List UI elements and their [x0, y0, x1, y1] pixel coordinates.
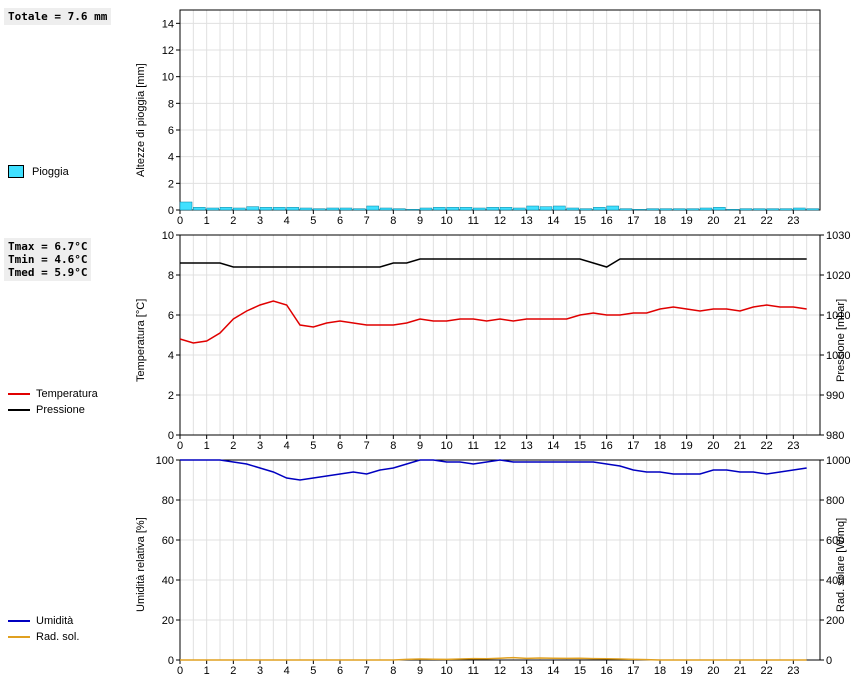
svg-text:8: 8	[390, 665, 396, 677]
chart1-ylabel: Altezze di pioggia [mm]	[135, 50, 147, 190]
svg-text:19: 19	[681, 665, 693, 677]
svg-text:14: 14	[547, 665, 559, 677]
weather-charts-container: { "summary": { "total_rain": "Totale = 7…	[0, 0, 860, 690]
chart3-ylabel-right: Rad. solare [W/mq]	[835, 500, 847, 630]
svg-text:11: 11	[468, 665, 479, 677]
svg-text:13: 13	[521, 665, 533, 677]
svg-text:100: 100	[156, 455, 174, 467]
svg-text:20: 20	[707, 665, 719, 677]
svg-text:9: 9	[417, 665, 423, 677]
svg-text:18: 18	[654, 665, 666, 677]
svg-text:2: 2	[230, 665, 236, 677]
svg-text:16: 16	[601, 665, 613, 677]
svg-text:60: 60	[162, 535, 174, 547]
svg-text:1000: 1000	[826, 455, 850, 467]
svg-text:40: 40	[162, 575, 174, 587]
svg-text:20: 20	[162, 615, 174, 627]
chart3-ylabel-left: Umidità relativa [%]	[135, 500, 147, 630]
svg-text:15: 15	[574, 665, 586, 677]
svg-text:0: 0	[826, 655, 832, 667]
svg-text:3: 3	[257, 665, 263, 677]
svg-text:17: 17	[627, 665, 639, 677]
svg-text:7: 7	[364, 665, 370, 677]
svg-text:10: 10	[441, 665, 453, 677]
svg-text:4: 4	[284, 665, 290, 677]
svg-text:23: 23	[787, 665, 799, 677]
svg-text:6: 6	[337, 665, 343, 677]
umid-rad-chart: 0123456789101112131415161718192021222302…	[0, 0, 860, 690]
svg-text:5: 5	[310, 665, 316, 677]
svg-text:80: 80	[162, 495, 174, 507]
svg-text:0: 0	[177, 665, 183, 677]
svg-text:21: 21	[734, 665, 746, 677]
svg-text:22: 22	[761, 665, 773, 677]
chart2-ylabel-left: Temperatura [°C]	[135, 285, 147, 395]
svg-text:0: 0	[168, 655, 174, 667]
svg-text:1: 1	[204, 665, 210, 677]
chart2-ylabel-right: Pressione [mbar]	[835, 285, 847, 395]
svg-text:12: 12	[494, 665, 506, 677]
